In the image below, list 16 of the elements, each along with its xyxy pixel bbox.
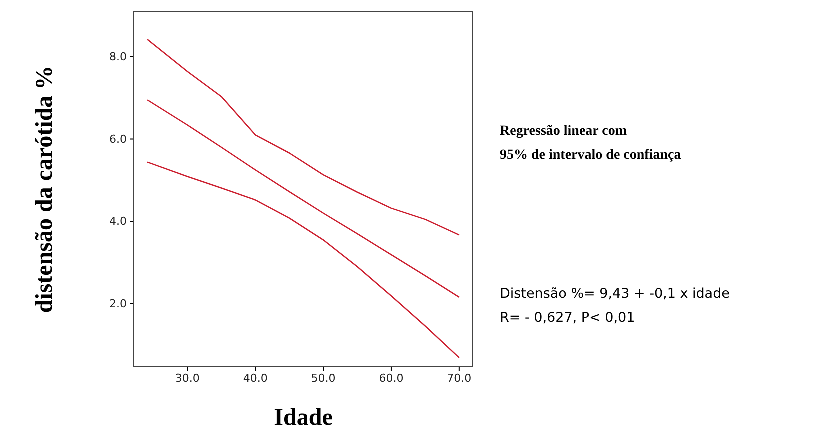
x-tick-label: 70.0: [447, 372, 472, 385]
x-tick-label: 30.0: [175, 372, 200, 385]
y-axis-title: distensão da carótida %: [32, 66, 58, 314]
y-tick-label: 4.0: [110, 215, 127, 228]
text: Regressão linear com 95% de intervalo de confiança: [500, 124, 682, 163]
x-tick-label: 50.0: [311, 372, 336, 385]
y-tick-label: 6.0: [110, 132, 127, 146]
line-series: [146, 99, 460, 298]
text: Distensão %= 9,43 + -0,1 x idade R= - 0,627, P< 0,01: [500, 286, 730, 326]
x-axis-title: Idade: [274, 405, 334, 431]
y-tick-label: 8.0: [110, 50, 127, 64]
line-series: [146, 162, 460, 359]
x-tick-label: 40.0: [243, 372, 268, 385]
line-series: [146, 38, 460, 236]
y-tick-label: 2.0: [110, 298, 127, 311]
x-tick-label: 60.0: [379, 372, 404, 385]
